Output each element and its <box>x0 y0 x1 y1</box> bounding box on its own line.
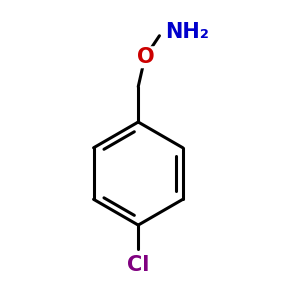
Text: Cl: Cl <box>127 254 149 274</box>
Text: NH₂: NH₂ <box>165 22 208 42</box>
Text: O: O <box>137 47 154 67</box>
